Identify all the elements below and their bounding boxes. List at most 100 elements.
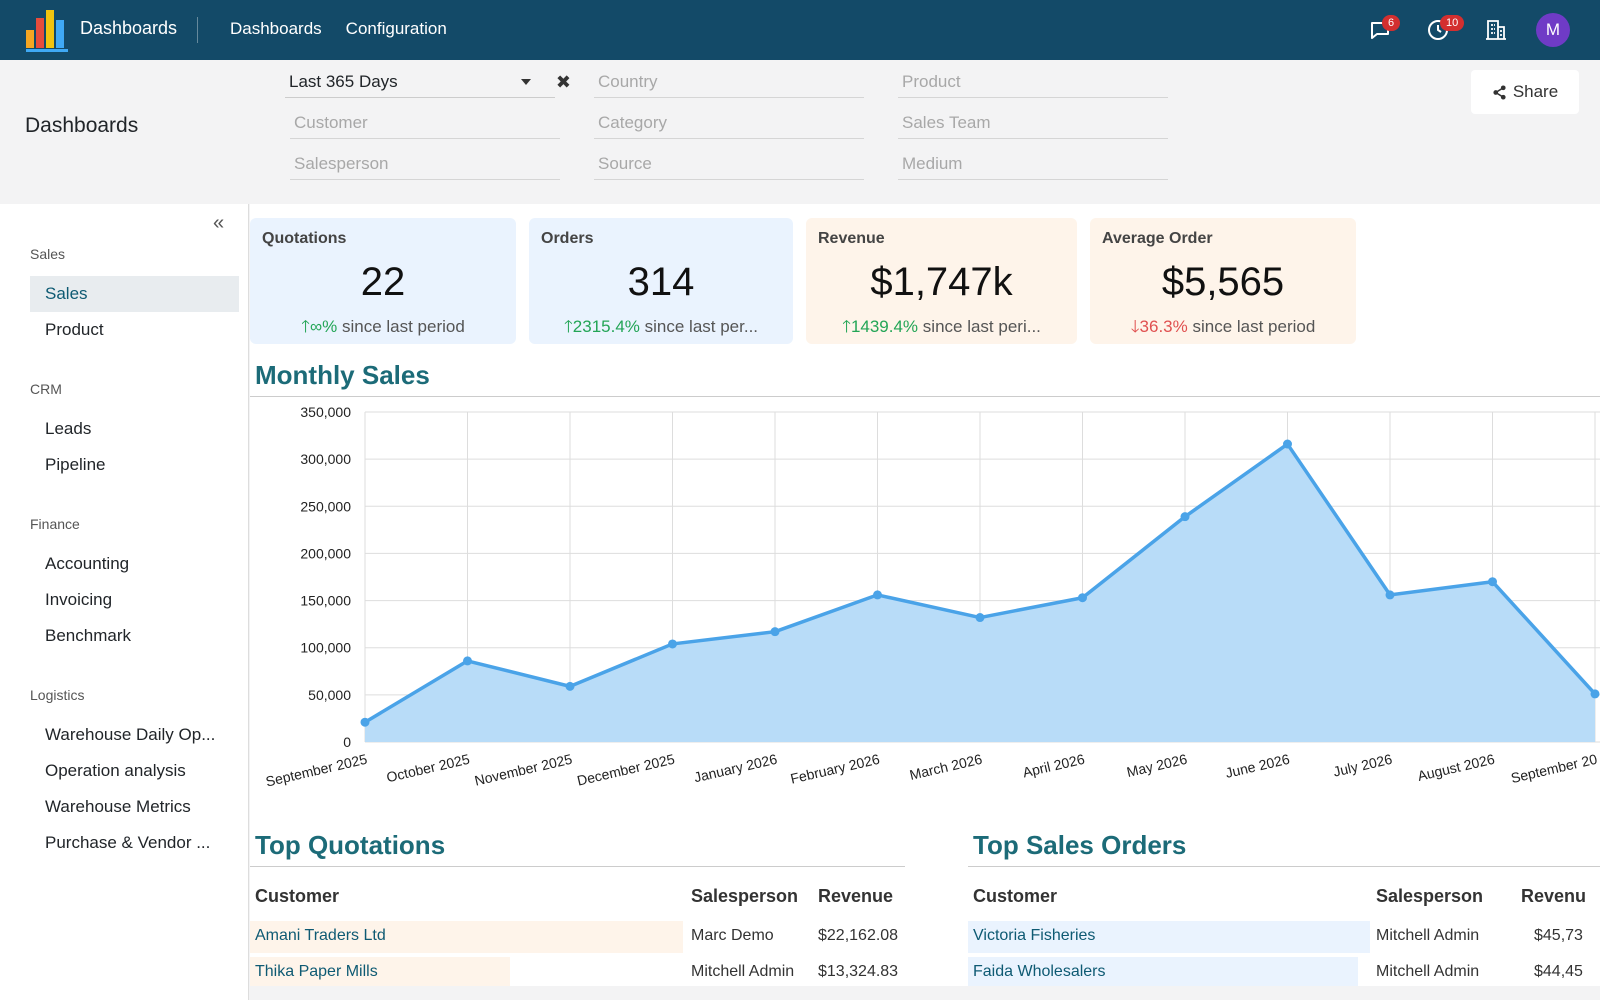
kpi-orders[interactable]: Orders 314 🡑2315.4% since last per...: [529, 218, 793, 344]
table-row[interactable]: Victoria Fisheries Mitchell Admin $45,73: [968, 920, 1600, 953]
kpi-quotations[interactable]: Quotations 22 🡑∞% since last period: [250, 218, 516, 344]
date-filter-value: Last 365 Days: [289, 72, 398, 91]
customer-link[interactable]: Victoria Fisheries: [973, 927, 1096, 944]
sidebar-item-warehouse-metrics[interactable]: Warehouse Metrics: [45, 797, 191, 816]
y-tick-label: 250,000: [300, 498, 351, 514]
data-point: [1283, 439, 1292, 449]
systray: 6 10 M: [1362, 0, 1570, 60]
sidebar-item-accounting[interactable]: Accounting: [45, 554, 130, 573]
customer-link[interactable]: Amani Traders Ltd: [255, 927, 386, 944]
data-point: [1078, 593, 1087, 603]
menu-dashboards[interactable]: Dashboards: [230, 19, 322, 38]
column-header-salesperson[interactable]: Salesperson: [1376, 886, 1484, 906]
kpi-average-order[interactable]: Average Order $5,565 🡓36.3% since last p…: [1090, 218, 1356, 344]
column-header-revenue[interactable]: Revenue: [818, 886, 894, 906]
sidebar-item-leads[interactable]: Leads: [45, 419, 92, 438]
sidebar-item-pipeline[interactable]: Pipeline: [45, 455, 106, 474]
collapse-sidebar-icon[interactable]: «: [213, 212, 225, 234]
revenue-cell: $44,45: [1534, 963, 1583, 980]
dashboards-app-icon[interactable]: [26, 8, 70, 52]
chevron-down-icon[interactable]: [521, 79, 531, 85]
medium-filter[interactable]: Medium: [898, 148, 1168, 180]
revenue-cell: $22,162.08: [818, 927, 899, 944]
x-tick-label: October 2025: [385, 751, 471, 786]
kpi-trend-value: 36.3%: [1139, 317, 1188, 336]
table-row[interactable]: Amani Traders Ltd Marc Demo $22,162.08: [250, 920, 905, 953]
y-tick-label: 150,000: [300, 593, 351, 609]
customer-filter[interactable]: Customer: [290, 107, 560, 139]
kpi-value: $1,747k: [870, 260, 1013, 304]
column-header-customer[interactable]: Customer: [255, 886, 340, 906]
table-row[interactable]: Thika Paper Mills Mitchell Admin $13,324.8…: [250, 956, 905, 986]
arrow-up-icon: 🡑: [842, 317, 851, 336]
y-tick-label: 50,000: [308, 687, 351, 703]
x-tick-label: December 2025: [575, 751, 676, 789]
sidebar-group-crm: CRM: [30, 381, 62, 397]
section-divider: [968, 866, 1600, 867]
country-filter[interactable]: Country: [594, 66, 864, 98]
sidebar-item-warehouse-daily-ops[interactable]: Warehouse Daily Op...: [45, 725, 216, 744]
kpi-revenue[interactable]: Revenue $1,747k 🡑1439.4% since last peri…: [806, 218, 1077, 344]
product-filter[interactable]: Product: [898, 66, 1168, 98]
kpi-trend-text: since last per...: [639, 317, 759, 336]
messages-button[interactable]: 6: [1362, 12, 1401, 48]
sidebar-item-purchase-vendor[interactable]: Purchase & Vendor ...: [45, 833, 211, 852]
data-point: [463, 656, 472, 666]
data-point: [975, 613, 985, 623]
section-divider: [250, 866, 905, 867]
salesperson-filter[interactable]: Salesperson: [290, 148, 560, 180]
salesperson-cell: Marc Demo: [691, 927, 774, 944]
salesperson-cell: Mitchell Admin: [691, 963, 795, 980]
share-button[interactable]: Share: [1471, 70, 1579, 114]
kpi-trend: 🡑∞% since last period: [250, 314, 516, 343]
monthly-sales-chart[interactable]: 0 50,000 100,000 150,000 200,000 250,000 300,0…: [250, 396, 1600, 816]
sidebar-item-operation-analysis[interactable]: Operation analysis: [45, 761, 186, 780]
kpi-trend: 🡓36.3% since last period: [1090, 314, 1356, 343]
company-switcher[interactable]: [1478, 12, 1514, 48]
share-icon: [1493, 84, 1506, 100]
date-filter-select[interactable]: Last 365 Days ✖: [285, 66, 571, 98]
customer-link[interactable]: Faida Wholesalers: [973, 963, 1106, 980]
kpi-trend: 🡑2315.4% since last per...: [529, 314, 793, 343]
x-tick-label: March 2026: [908, 751, 984, 783]
sidebar: « Sales Sales Product CRM Leads Pipeline…: [0, 204, 249, 1000]
x-tick-label: September 2025: [264, 751, 369, 790]
nav-divider: [197, 17, 198, 43]
sidebar-item-invoicing[interactable]: Invoicing: [45, 590, 113, 609]
y-tick-label: 100,000: [300, 640, 351, 656]
column-header-salesperson[interactable]: Salesperson: [691, 886, 799, 906]
user-avatar[interactable]: M: [1536, 13, 1570, 47]
arrow-up-icon: 🡑: [301, 317, 310, 336]
data-point: [1385, 590, 1395, 600]
sales-team-filter[interactable]: Sales Team: [898, 107, 1168, 139]
x-tick-label: February 2026: [789, 751, 882, 787]
sidebar-item-product[interactable]: Product: [45, 320, 104, 339]
activities-button[interactable]: 10: [1420, 12, 1465, 48]
column-header-customer[interactable]: Customer: [973, 886, 1058, 906]
revenue-share-bar: [250, 957, 510, 986]
clear-icon[interactable]: ✖: [555, 72, 571, 92]
sidebar-group-finance: Finance: [30, 516, 80, 532]
customer-link[interactable]: Thika Paper Mills: [255, 963, 378, 980]
column-header-revenue[interactable]: Revenu: [1521, 886, 1587, 906]
data-point: [360, 717, 370, 727]
kpi-value: 22: [360, 260, 406, 304]
data-point: [770, 627, 780, 637]
kpi-title: Revenue: [818, 230, 885, 247]
table-row[interactable]: Faida Wholesalers Mitchell Admin $44,45: [968, 956, 1600, 986]
top-sales-orders-title: Top Sales Orders: [973, 830, 1187, 860]
category-filter[interactable]: Category: [594, 107, 864, 139]
share-label: Share: [1512, 82, 1559, 101]
sidebar-item-sales[interactable]: Sales: [30, 276, 239, 312]
data-point: [668, 639, 677, 649]
source-filter[interactable]: Source: [594, 148, 864, 180]
x-tick-label: July 2026: [1332, 751, 1394, 780]
arrow-down-icon: 🡓: [1130, 317, 1140, 336]
sidebar-item-benchmark[interactable]: Benchmark: [45, 626, 131, 645]
kpi-trend-text: since last period: [1187, 317, 1316, 336]
revenue-share-bar: [968, 921, 1370, 953]
app-name[interactable]: Dashboards: [80, 18, 178, 38]
arrow-up-icon: 🡑: [563, 317, 573, 336]
building-icon: [1486, 20, 1506, 40]
menu-configuration[interactable]: Configuration: [345, 19, 447, 38]
